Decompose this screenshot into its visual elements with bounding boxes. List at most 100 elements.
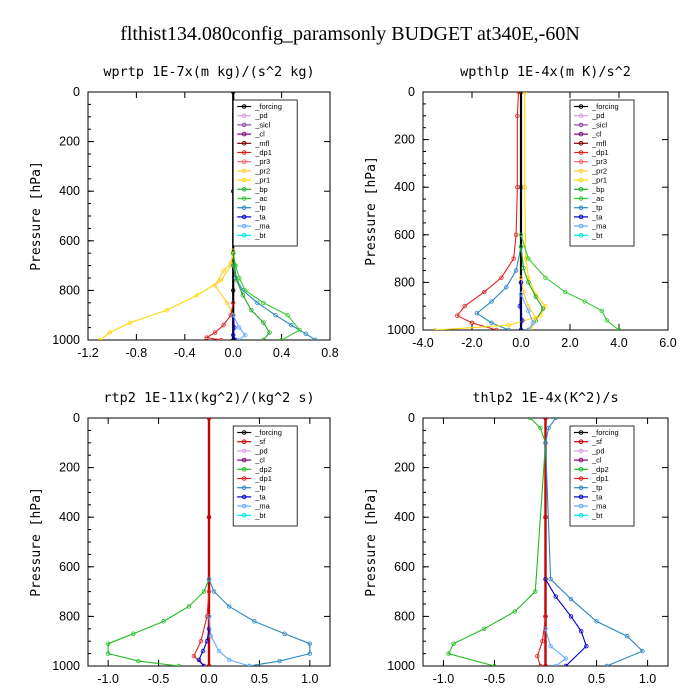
data-point — [548, 577, 553, 582]
legend-marker — [578, 168, 584, 174]
data-point — [518, 232, 524, 237]
data-point — [451, 641, 456, 646]
legend-marker — [578, 187, 584, 192]
legend-label: _ta — [591, 492, 603, 501]
data-point — [211, 589, 217, 594]
data-point — [279, 337, 284, 340]
panel-title: wpthlp 1E-4x(m K)/s^2 — [460, 64, 631, 80]
data-point — [261, 337, 266, 340]
legend-label: _dp2 — [254, 465, 272, 474]
data-point — [231, 92, 236, 95]
data-point — [297, 327, 302, 333]
data-point — [518, 275, 524, 280]
data-point — [237, 337, 242, 340]
y-tick-label: 400 — [59, 184, 80, 198]
series-group — [446, 418, 645, 666]
data-point — [267, 330, 272, 335]
series-line-ta — [545, 578, 587, 666]
data-point — [208, 634, 214, 639]
x-tick-label: 0.0 — [200, 672, 217, 686]
data-point — [543, 275, 548, 280]
series-line-bp — [520, 246, 544, 330]
data-point — [568, 614, 574, 619]
data-point — [640, 648, 645, 654]
y-tick-label: 800 — [59, 609, 80, 623]
data-point — [533, 315, 538, 321]
series-group — [105, 418, 313, 666]
data-point — [506, 327, 511, 330]
legend-marker — [241, 150, 247, 155]
legend-marker — [241, 513, 247, 518]
data-point — [562, 289, 568, 295]
data-point — [513, 232, 519, 237]
data-point — [520, 318, 525, 323]
legend-marker — [241, 485, 247, 491]
data-point — [526, 256, 531, 261]
x-tick-label: 0.0 — [512, 336, 529, 350]
data-point — [518, 244, 524, 249]
panel-title: rtp2 1E-11x(kg^2)/(kg^2 s) — [103, 390, 314, 406]
data-point — [599, 308, 605, 314]
data-point — [489, 299, 494, 304]
legend-label: _pr1 — [591, 176, 607, 185]
data-point — [546, 425, 551, 431]
y-tick-label: 200 — [59, 461, 80, 475]
data-point — [604, 663, 609, 666]
data-point — [553, 418, 558, 421]
y-axis-label: Pressure [hPa] — [364, 487, 379, 597]
legend-marker — [241, 104, 247, 109]
data-point — [516, 92, 521, 95]
data-point — [543, 515, 548, 520]
data-point — [186, 604, 192, 609]
series-line-tp — [208, 578, 311, 666]
x-tick-label: 2.0 — [561, 336, 578, 350]
data-point — [616, 327, 622, 330]
data-point — [527, 418, 533, 421]
x-tick-label: 0.8 — [321, 346, 338, 360]
series-line-tp — [232, 265, 316, 340]
y-tick-label: 200 — [394, 133, 415, 147]
x-tick-label: 0.5 — [251, 672, 268, 686]
data-point — [233, 337, 238, 340]
data-point — [261, 320, 266, 325]
legend-marker — [241, 141, 247, 146]
y-axis-label: Pressure [hPa] — [364, 156, 379, 266]
legend-marker — [241, 457, 247, 463]
legend-marker — [241, 214, 247, 220]
data-point — [221, 322, 226, 328]
data-point — [194, 293, 200, 298]
legend-marker — [241, 467, 247, 472]
series-line-tp — [544, 418, 644, 666]
data-point — [105, 641, 111, 646]
data-point — [543, 626, 548, 631]
legend-label: _pr2 — [254, 166, 270, 175]
data-point — [579, 629, 584, 634]
data-point — [506, 323, 511, 328]
legend-marker — [578, 177, 584, 183]
legend-label: _ac — [254, 194, 267, 203]
legend-label: _cl — [591, 456, 602, 465]
legend-marker — [578, 233, 584, 238]
data-point — [522, 184, 527, 190]
data-point — [243, 332, 248, 338]
legend-marker — [241, 439, 247, 445]
y-tick-label: 400 — [394, 180, 415, 194]
legend-marker — [241, 168, 247, 174]
legend-label: _bt — [254, 231, 266, 240]
data-point — [511, 256, 516, 261]
data-point — [232, 325, 237, 330]
series-line-ma — [520, 294, 534, 330]
series-line-dp1 — [204, 302, 234, 340]
data-point — [521, 265, 526, 271]
legend-label: _ma — [254, 222, 270, 231]
data-point — [230, 332, 236, 338]
legend: _forcing_pd_sicl_cl_mfl_dp1_pr3_pr2_pr1_… — [232, 99, 298, 247]
data-point — [553, 594, 558, 599]
legend-marker — [578, 439, 584, 445]
legend: _forcing_sf_pd_cl_dp2_dp1_tp_ta_ma_bt — [232, 425, 298, 527]
data-point — [518, 92, 524, 95]
legend-label: _ma — [254, 502, 270, 511]
legend-label: _ac — [591, 194, 604, 203]
legend-label: _mfl — [591, 139, 607, 148]
legend-marker — [578, 205, 584, 210]
